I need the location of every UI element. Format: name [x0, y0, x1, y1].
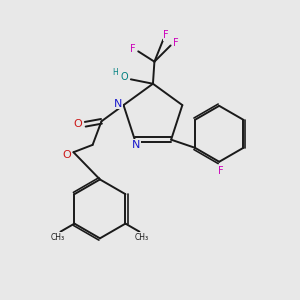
Text: O: O — [121, 72, 128, 82]
Text: F: F — [218, 166, 224, 176]
Text: F: F — [164, 30, 169, 40]
Text: O: O — [63, 150, 71, 160]
Text: N: N — [132, 140, 140, 150]
Text: N: N — [114, 99, 122, 109]
Text: F: F — [173, 38, 179, 47]
Text: H: H — [112, 68, 118, 77]
Text: F: F — [130, 44, 136, 54]
Text: CH₃: CH₃ — [135, 232, 149, 242]
Text: O: O — [74, 119, 82, 129]
Text: CH₃: CH₃ — [51, 232, 65, 242]
